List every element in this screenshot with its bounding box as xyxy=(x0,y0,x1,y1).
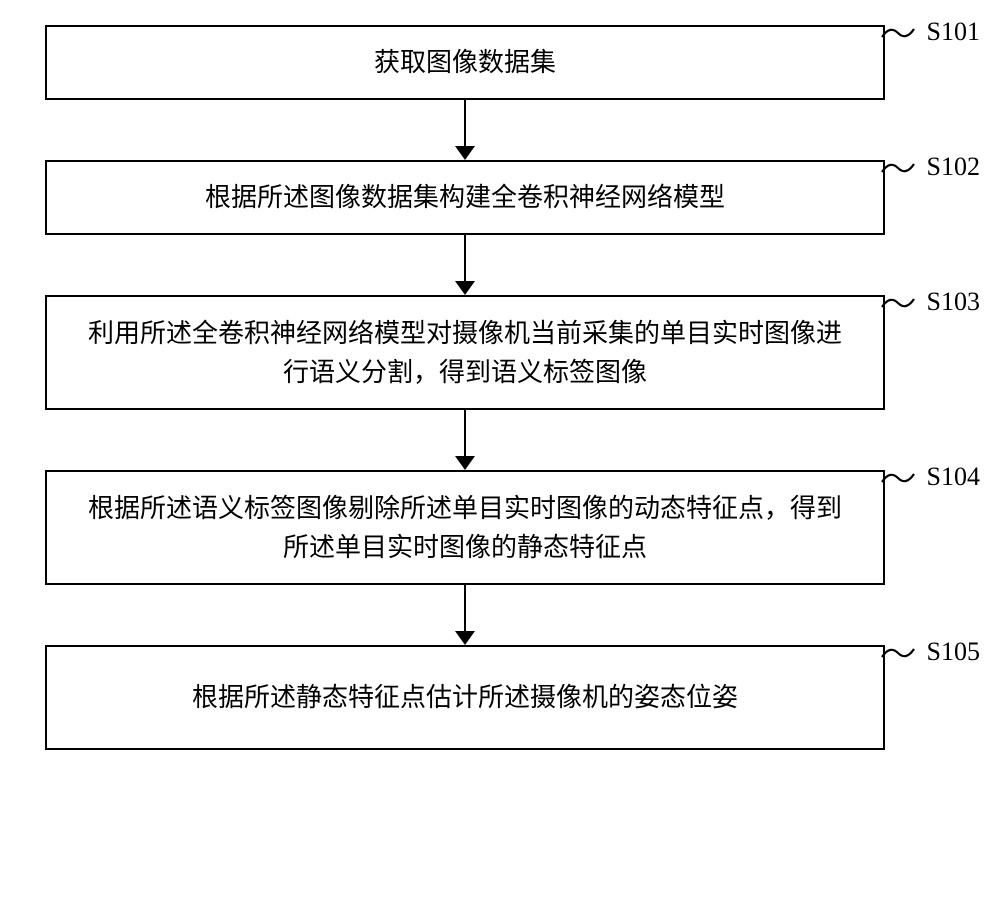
step-row-3: 利用所述全卷积神经网络模型对摄像机当前采集的单目实时图像进行语义分割，得到语义标… xyxy=(45,295,955,410)
step-row-5: 根据所述静态特征点估计所述摄像机的姿态位姿 S105 xyxy=(45,645,955,750)
tilde-connector-s102 xyxy=(880,158,916,178)
step-box-s105: 根据所述静态特征点估计所述摄像机的姿态位姿 xyxy=(45,645,885,750)
step-label-s101: S101 xyxy=(927,17,980,47)
arrow-line-4 xyxy=(464,585,466,633)
arrow-1 xyxy=(45,100,885,160)
arrow-head-3 xyxy=(455,456,475,470)
arrow-3 xyxy=(45,410,885,470)
arrow-head-2 xyxy=(455,281,475,295)
step-label-s105: S105 xyxy=(927,637,980,667)
arrow-4 xyxy=(45,585,885,645)
arrow-line-2 xyxy=(464,235,466,283)
step-text-s104: 根据所述语义标签图像剔除所述单目实时图像的动态特征点，得到所述单目实时图像的静态… xyxy=(77,489,853,567)
arrow-2 xyxy=(45,235,885,295)
step-box-s103: 利用所述全卷积神经网络模型对摄像机当前采集的单目实时图像进行语义分割，得到语义标… xyxy=(45,295,885,410)
step-label-s104: S104 xyxy=(927,462,980,492)
step-row-2: 根据所述图像数据集构建全卷积神经网络模型 S102 xyxy=(45,160,955,235)
step-row-4: 根据所述语义标签图像剔除所述单目实时图像的动态特征点，得到所述单目实时图像的静态… xyxy=(45,470,955,585)
tilde-connector-s105 xyxy=(880,643,916,663)
arrow-line-3 xyxy=(464,410,466,458)
tilde-connector-s104 xyxy=(880,468,916,488)
step-text-s105: 根据所述静态特征点估计所述摄像机的姿态位姿 xyxy=(192,678,738,717)
step-row-1: 获取图像数据集 S101 xyxy=(45,25,955,100)
tilde-connector-s103 xyxy=(880,293,916,313)
step-box-s104: 根据所述语义标签图像剔除所述单目实时图像的动态特征点，得到所述单目实时图像的静态… xyxy=(45,470,885,585)
flowchart-container: 获取图像数据集 S101 根据所述图像数据集构建全卷积神经网络模型 S102 利… xyxy=(45,25,955,750)
step-label-s103: S103 xyxy=(927,287,980,317)
step-text-s103: 利用所述全卷积神经网络模型对摄像机当前采集的单目实时图像进行语义分割，得到语义标… xyxy=(77,314,853,392)
step-label-s102: S102 xyxy=(927,152,980,182)
step-box-s102: 根据所述图像数据集构建全卷积神经网络模型 xyxy=(45,160,885,235)
tilde-connector-s101 xyxy=(880,23,916,43)
step-box-s101: 获取图像数据集 xyxy=(45,25,885,100)
arrow-head-1 xyxy=(455,146,475,160)
arrow-line-1 xyxy=(464,100,466,148)
step-text-s101: 获取图像数据集 xyxy=(374,43,556,82)
arrow-head-4 xyxy=(455,631,475,645)
step-text-s102: 根据所述图像数据集构建全卷积神经网络模型 xyxy=(205,178,725,217)
